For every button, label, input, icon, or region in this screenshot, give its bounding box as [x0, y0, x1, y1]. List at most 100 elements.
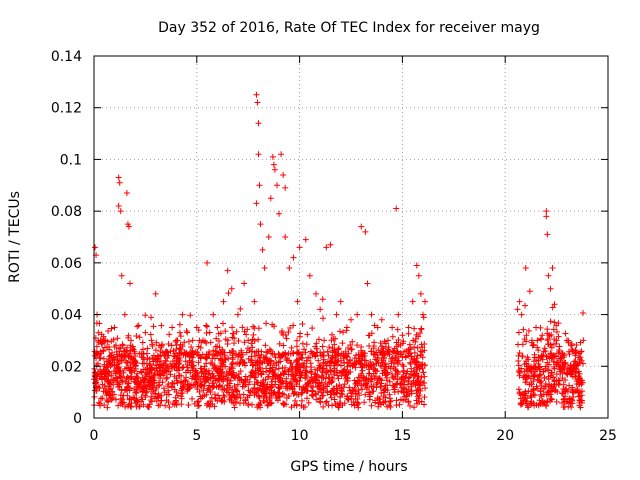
- data-point: [209, 380, 216, 387]
- data-point: [531, 351, 538, 358]
- data-point: [93, 362, 100, 369]
- data-point: [404, 388, 411, 395]
- data-point: [151, 371, 158, 378]
- data-point: [410, 368, 417, 375]
- data-point: [176, 321, 183, 328]
- data-point: [351, 384, 358, 391]
- data-point: [420, 314, 427, 321]
- y-axis-label: ROTI / TECUs: [7, 191, 23, 283]
- data-point: [303, 388, 310, 395]
- data-point: [570, 393, 577, 400]
- data-point: [312, 366, 319, 373]
- data-point: [139, 346, 146, 353]
- data-point: [303, 363, 310, 370]
- data-point: [572, 388, 579, 395]
- data-point-outlier: [547, 285, 554, 292]
- data-point: [225, 371, 232, 378]
- data-point: [383, 371, 390, 378]
- data-point: [550, 326, 557, 333]
- data-point-outlier: [278, 151, 285, 158]
- data-point-outlier: [395, 311, 402, 318]
- data-point: [348, 346, 355, 353]
- data-point: [558, 390, 565, 397]
- data-point: [555, 333, 562, 340]
- data-point: [308, 369, 315, 376]
- data-point: [251, 392, 258, 399]
- data-point-outlier: [124, 221, 131, 228]
- data-point: [160, 385, 167, 392]
- data-point: [389, 333, 396, 340]
- data-point: [228, 361, 235, 368]
- data-point: [368, 348, 375, 355]
- data-point: [544, 398, 551, 405]
- data-point: [185, 401, 192, 408]
- data-point-outlier: [117, 208, 124, 215]
- data-point: [202, 368, 209, 375]
- data-point: [163, 348, 170, 355]
- data-point: [167, 360, 174, 367]
- data-point: [575, 373, 582, 380]
- data-point: [557, 368, 564, 375]
- data-point: [413, 358, 420, 365]
- data-point-outlier: [282, 234, 289, 240]
- data-point: [408, 353, 415, 360]
- data-point: [159, 379, 166, 386]
- data-point: [356, 392, 363, 399]
- data-point: [128, 376, 135, 383]
- data-point-outlier: [162, 358, 169, 365]
- data-point: [184, 329, 191, 336]
- data-point-outlier: [214, 324, 221, 331]
- data-point: [528, 381, 535, 388]
- data-point: [226, 368, 233, 375]
- data-point: [256, 402, 263, 409]
- data-point: [390, 375, 397, 382]
- data-point: [387, 365, 394, 372]
- data-point: [242, 381, 249, 388]
- data-point: [536, 397, 543, 404]
- data-point: [101, 363, 108, 370]
- data-point: [167, 371, 174, 378]
- data-point: [175, 372, 182, 379]
- data-point: [165, 399, 172, 406]
- data-point-outlier: [543, 208, 550, 215]
- data-point: [417, 363, 424, 370]
- data-point: [203, 351, 210, 358]
- data-point: [136, 334, 143, 341]
- data-point: [565, 403, 572, 410]
- data-point: [276, 340, 283, 347]
- data-point: [546, 392, 553, 399]
- data-point-outlier: [313, 290, 320, 297]
- data-point: [414, 387, 421, 394]
- data-point-outlier: [183, 350, 190, 357]
- data-point: [336, 382, 343, 389]
- data-point-outlier: [409, 298, 416, 305]
- data-point: [394, 326, 401, 333]
- data-point: [362, 381, 369, 388]
- data-point: [243, 349, 250, 356]
- data-point: [322, 375, 329, 382]
- data-point: [225, 355, 232, 362]
- data-point: [97, 395, 104, 402]
- data-point: [269, 383, 276, 390]
- data-point: [246, 392, 253, 399]
- data-point-outlier: [253, 91, 260, 98]
- data-point: [175, 364, 182, 371]
- data-point: [349, 363, 356, 370]
- data-point: [147, 397, 154, 404]
- data-point-outlier: [119, 342, 126, 349]
- data-point: [195, 398, 202, 405]
- data-point: [541, 345, 548, 352]
- data-point-outlier: [385, 337, 392, 344]
- data-point: [519, 353, 526, 360]
- data-point: [282, 349, 289, 356]
- data-point: [319, 343, 326, 350]
- data-point: [558, 354, 565, 361]
- data-point: [189, 358, 196, 365]
- data-point-outlier: [374, 324, 381, 331]
- data-point-outlier: [580, 337, 587, 344]
- data-point: [237, 368, 244, 375]
- data-point: [562, 377, 569, 384]
- data-point: [127, 403, 134, 410]
- data-point: [372, 351, 379, 358]
- data-point: [312, 343, 319, 350]
